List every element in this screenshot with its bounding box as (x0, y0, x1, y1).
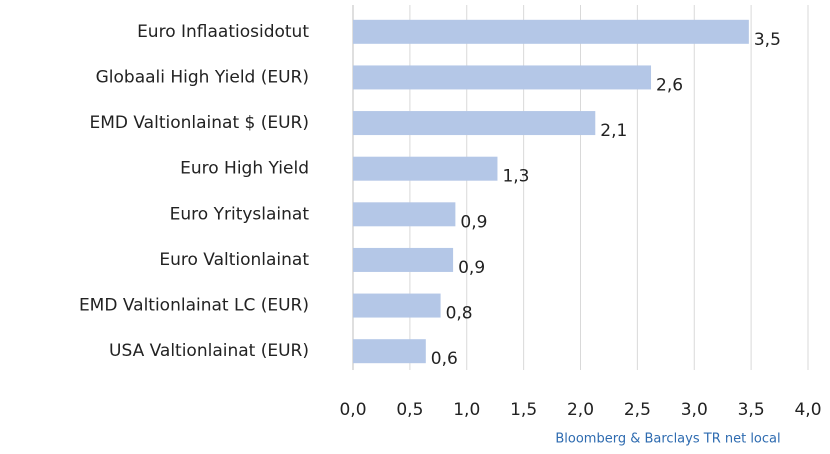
x-tick-label: 3,0 (681, 400, 708, 420)
x-tick-label: 0,5 (396, 400, 423, 420)
bar (353, 19, 749, 44)
data-label: 3,5 (754, 30, 781, 50)
bar (353, 247, 454, 272)
y-tick-label: USA Valtionlainat (EUR) (109, 341, 309, 361)
bar (353, 293, 441, 318)
y-tick-label: Globaali High Yield (EUR) (96, 67, 309, 87)
data-label: 0,9 (460, 212, 487, 232)
x-tick-label: 2,0 (567, 400, 594, 420)
y-tick-label: EMD Valtionlainat LC (EUR) (79, 296, 309, 316)
data-label: 1,3 (502, 167, 529, 187)
data-label: 2,1 (600, 121, 627, 141)
bar (353, 111, 596, 136)
data-label: 2,6 (656, 75, 683, 95)
bar (353, 339, 426, 364)
data-label: 0,8 (446, 304, 473, 324)
x-tick-label: 2,5 (624, 400, 651, 420)
y-tick-label: EMD Valtionlainat $ (EUR) (89, 113, 309, 133)
data-label: 0,6 (431, 349, 458, 369)
x-tick-label: 1,0 (453, 400, 480, 420)
source-note: Bloomberg & Barclays TR net local (555, 432, 780, 447)
x-tick-label: 0,0 (339, 400, 366, 420)
x-tick-label: 4,0 (794, 400, 821, 420)
x-tick-label: 3,5 (738, 400, 765, 420)
y-tick-label: Euro Valtionlainat (159, 250, 309, 270)
y-tick-label: Euro High Yield (180, 159, 309, 179)
bar (353, 65, 652, 90)
x-tick-label: 1,5 (510, 400, 537, 420)
y-tick-label: Euro Inflaatiosidotut (137, 22, 309, 42)
bar (353, 202, 456, 227)
bar (353, 156, 498, 181)
y-tick-label: Euro Yrityslainat (170, 204, 310, 224)
data-label: 0,9 (458, 258, 485, 278)
